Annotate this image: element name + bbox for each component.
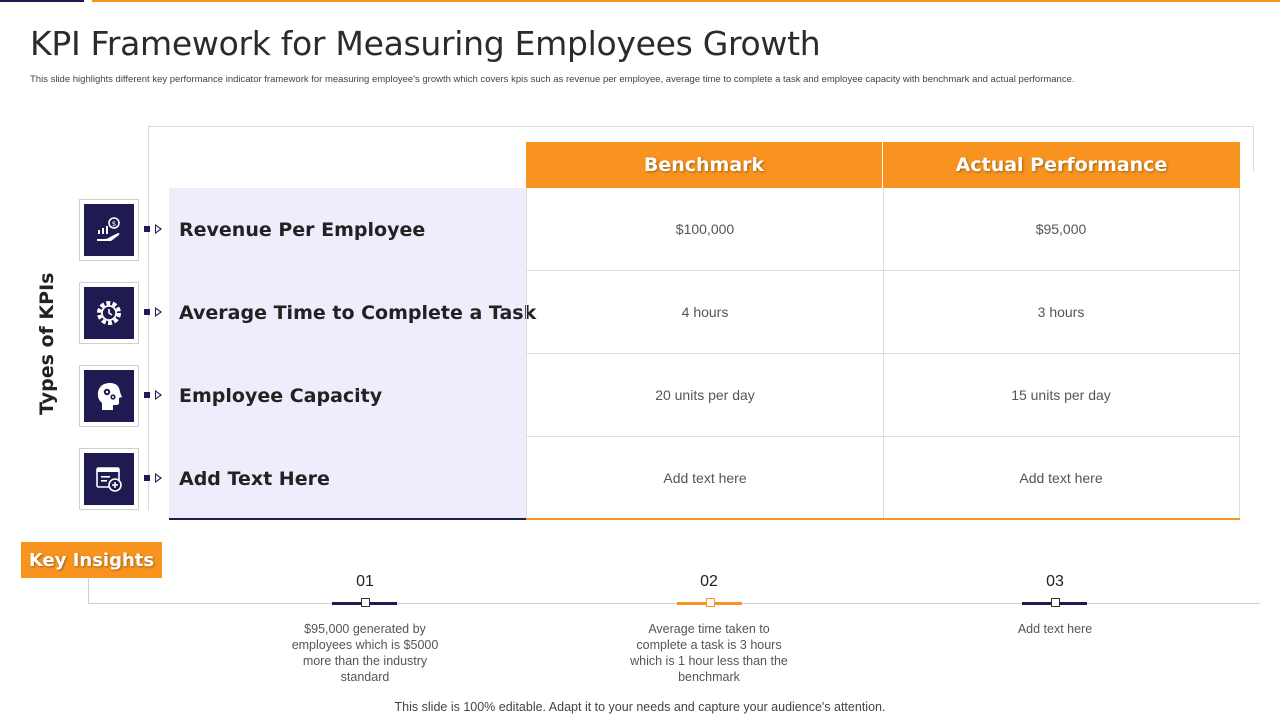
insight-number: 03 bbox=[1046, 573, 1064, 590]
insight-marker-knob bbox=[361, 598, 370, 607]
kpi-column-bottom-border bbox=[169, 518, 526, 520]
benchmark-value: 4 hours bbox=[526, 271, 884, 354]
insight-number: 02 bbox=[700, 573, 718, 590]
kpi-label: Average Time to Complete a Task bbox=[179, 301, 537, 324]
table-row: Revenue Per Employee $100,000 $95,000 bbox=[169, 188, 1240, 271]
insight-number: 01 bbox=[356, 573, 374, 590]
actual-value: Add text here bbox=[883, 437, 1240, 519]
header-benchmark: Benchmark bbox=[526, 142, 882, 188]
row-connector bbox=[144, 390, 164, 400]
benchmark-value: $100,000 bbox=[526, 188, 884, 271]
head-gears-icon bbox=[79, 365, 139, 427]
kpi-label: Revenue Per Employee bbox=[179, 218, 426, 241]
table-row: Employee Capacity 20 units per day 15 un… bbox=[169, 354, 1240, 437]
svg-text:$: $ bbox=[112, 220, 116, 228]
table-frame bbox=[148, 126, 1254, 171]
browser-add-icon bbox=[79, 448, 139, 510]
actual-value: 15 units per day bbox=[883, 354, 1240, 437]
insight-marker-knob bbox=[1051, 598, 1060, 607]
kpi-label: Employee Capacity bbox=[179, 384, 383, 407]
types-of-kpis-label: Types of KPIs bbox=[36, 272, 58, 415]
actual-value: $95,000 bbox=[883, 188, 1240, 271]
row-connector bbox=[144, 307, 164, 317]
gear-clock-icon bbox=[79, 282, 139, 344]
page-title: KPI Framework for Measuring Employees Gr… bbox=[30, 24, 821, 63]
insight-text: Add text here bbox=[1017, 622, 1093, 636]
kpi-label: Add Text Here bbox=[179, 467, 330, 490]
values-bottom-border bbox=[526, 518, 1240, 520]
footer-note: This slide is 100% editable. Adapt it to… bbox=[394, 700, 886, 714]
kpi-column-background bbox=[169, 188, 526, 519]
timeline-vertical-line bbox=[88, 578, 89, 604]
table-row: Add Text Here Add text here Add text her… bbox=[169, 437, 1240, 520]
page-subtitle: This slide highlights different key perf… bbox=[30, 74, 1075, 85]
row-connector bbox=[144, 224, 164, 234]
table-frame-left-line bbox=[148, 170, 149, 510]
top-accent-bar-navy bbox=[0, 0, 84, 2]
benchmark-value: Add text here bbox=[526, 437, 884, 519]
insight-text: Average time taken to complete a task is… bbox=[630, 622, 788, 684]
insight-marker-knob bbox=[706, 598, 715, 607]
key-insights-label: Key Insights bbox=[21, 542, 162, 578]
table-row: Average Time to Complete a Task 4 hours … bbox=[169, 271, 1240, 354]
header-actual-performance: Actual Performance bbox=[883, 142, 1240, 188]
timeline-line bbox=[88, 603, 1260, 604]
benchmark-value: 20 units per day bbox=[526, 354, 884, 437]
actual-value: 3 hours bbox=[883, 271, 1240, 354]
row-connector bbox=[144, 473, 164, 483]
revenue-hand-dollar-icon: $ bbox=[79, 199, 139, 261]
insight-text: $95,000 generated by employees which is … bbox=[291, 622, 439, 684]
top-accent-bar-orange bbox=[92, 0, 1280, 2]
